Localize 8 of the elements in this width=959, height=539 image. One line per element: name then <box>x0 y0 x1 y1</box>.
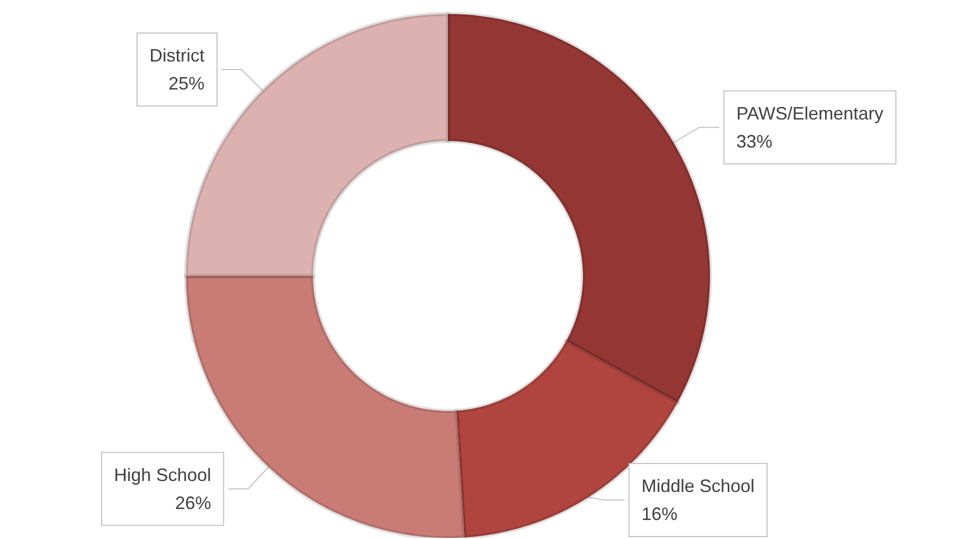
slice-label: High School <box>114 464 212 485</box>
data-label: 33% <box>736 131 772 152</box>
data-label: 25% <box>168 74 205 94</box>
data-label: 26% <box>175 492 212 513</box>
slice-label: Middle School <box>641 476 755 496</box>
data-label: 16% <box>641 504 678 524</box>
slice-label: District <box>150 46 205 66</box>
slice-label: PAWS/Elementary <box>736 103 884 124</box>
